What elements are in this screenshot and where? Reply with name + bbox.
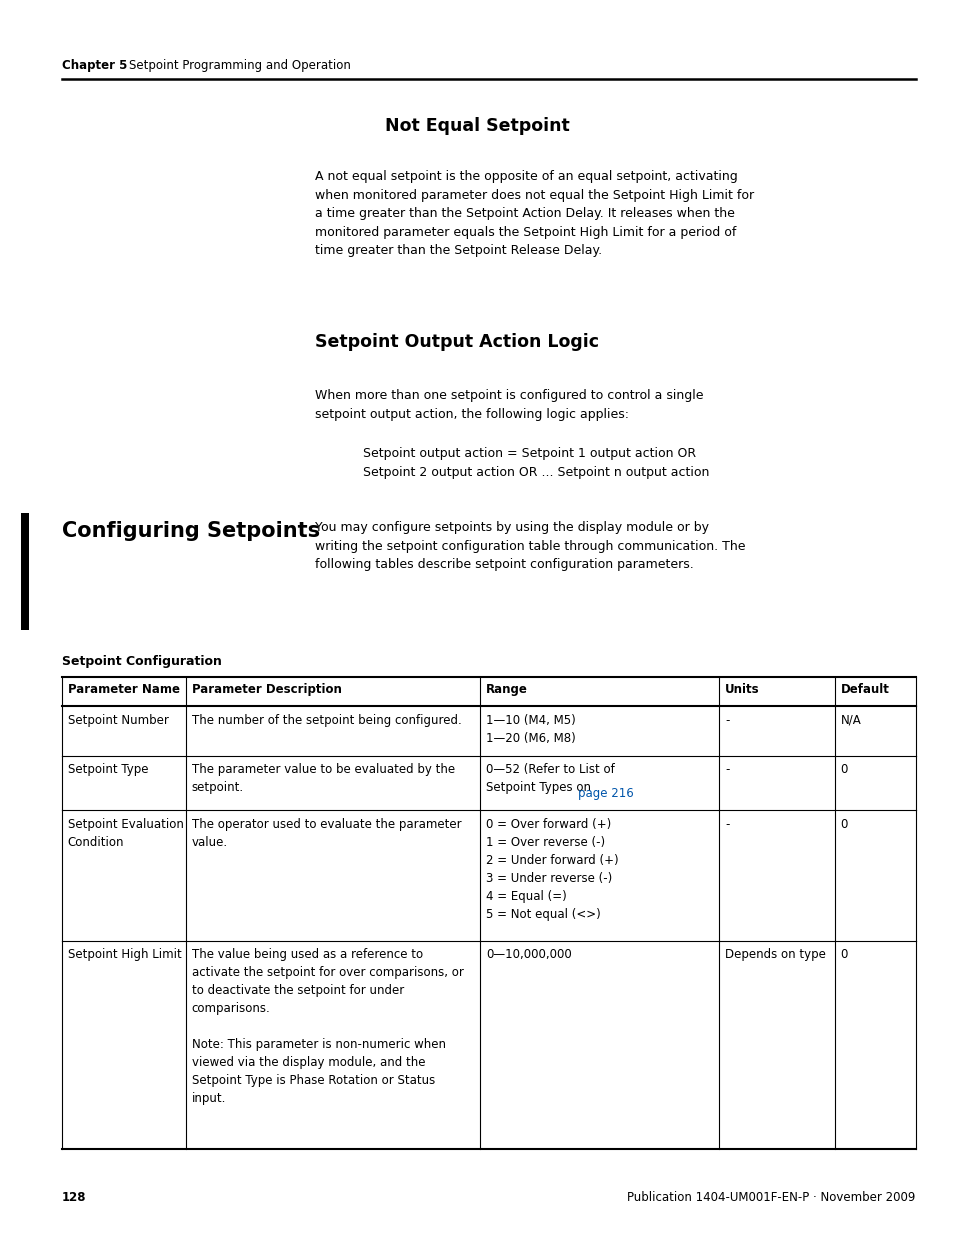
Text: Setpoint Programming and Operation: Setpoint Programming and Operation: [129, 59, 351, 73]
Text: 0 = Over forward (+)
1 = Over reverse (-)
2 = Under forward (+)
3 = Under revers: 0 = Over forward (+) 1 = Over reverse (-…: [486, 818, 618, 920]
Text: 0: 0: [840, 763, 847, 777]
Text: The number of the setpoint being configured.: The number of the setpoint being configu…: [192, 714, 461, 727]
Text: Setpoint Type: Setpoint Type: [68, 763, 148, 777]
Text: Parameter Description: Parameter Description: [192, 683, 341, 697]
Text: -: -: [724, 763, 729, 777]
Text: 128: 128: [62, 1191, 87, 1204]
Bar: [21, 513, 29, 630]
Text: 1—10 (M4, M5)
1—20 (M6, M8): 1—10 (M4, M5) 1—20 (M6, M8): [486, 714, 576, 745]
Text: The operator used to evaluate the parameter
value.: The operator used to evaluate the parame…: [192, 818, 460, 848]
Text: Parameter Name: Parameter Name: [68, 683, 179, 697]
Text: Setpoint High Limit: Setpoint High Limit: [68, 948, 181, 962]
Text: Depends on type: Depends on type: [724, 948, 825, 962]
Text: Not Equal Setpoint: Not Equal Setpoint: [384, 117, 569, 136]
Text: 0: 0: [840, 948, 847, 962]
Text: Setpoint output action = Setpoint 1 output action OR
Setpoint 2 output action OR: Setpoint output action = Setpoint 1 outp…: [362, 447, 708, 479]
Text: Setpoint Number: Setpoint Number: [68, 714, 169, 727]
Text: 0: 0: [840, 818, 847, 831]
Text: Setpoint Evaluation
Condition: Setpoint Evaluation Condition: [68, 818, 183, 848]
Text: When more than one setpoint is configured to control a single
setpoint output ac: When more than one setpoint is configure…: [314, 389, 702, 421]
Text: 0—52 (Refer to List of
Setpoint Types on: 0—52 (Refer to List of Setpoint Types on: [486, 763, 615, 794]
Text: A not equal setpoint is the opposite of an equal setpoint, activating
when monit: A not equal setpoint is the opposite of …: [314, 170, 753, 257]
Text: Default: Default: [840, 683, 888, 697]
Text: Range: Range: [486, 683, 527, 697]
Text: You may configure setpoints by using the display module or by
writing the setpoi: You may configure setpoints by using the…: [314, 521, 744, 571]
Text: Publication 1404-UM001F-EN-P · November 2009: Publication 1404-UM001F-EN-P · November …: [627, 1191, 915, 1204]
Text: -: -: [724, 818, 729, 831]
Text: Configuring Setpoints: Configuring Setpoints: [62, 521, 320, 541]
Text: -: -: [724, 714, 729, 727]
Text: Setpoint Configuration: Setpoint Configuration: [62, 655, 222, 668]
Text: The value being used as a reference to
activate the setpoint for over comparison: The value being used as a reference to a…: [192, 948, 463, 1105]
Text: 0—10,000,000: 0—10,000,000: [486, 948, 571, 962]
Text: page 216: page 216: [578, 787, 633, 800]
Text: Setpoint Output Action Logic: Setpoint Output Action Logic: [314, 333, 598, 352]
Text: N/A: N/A: [840, 714, 861, 727]
Text: Chapter 5: Chapter 5: [62, 59, 128, 73]
Text: Units: Units: [724, 683, 759, 697]
Text: The parameter value to be evaluated by the
setpoint.: The parameter value to be evaluated by t…: [192, 763, 455, 794]
